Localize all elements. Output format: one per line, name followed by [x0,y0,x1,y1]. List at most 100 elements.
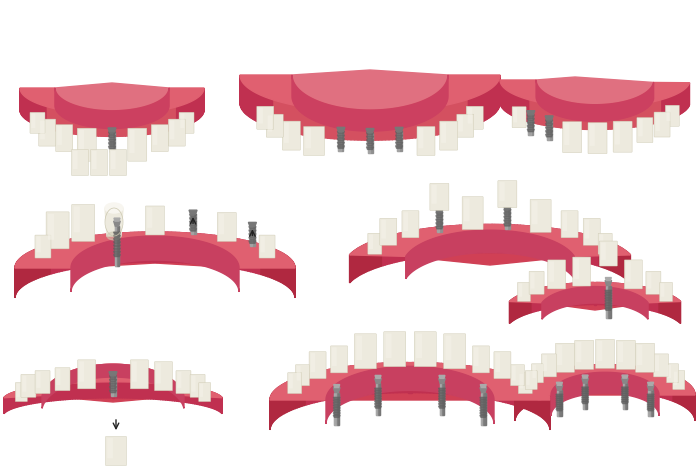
Polygon shape [547,104,550,126]
Polygon shape [491,225,495,253]
Polygon shape [481,393,483,425]
Polygon shape [366,128,374,133]
Polygon shape [483,393,486,425]
Polygon shape [52,108,55,131]
Polygon shape [333,388,340,393]
Polygon shape [546,391,547,422]
Polygon shape [106,382,109,398]
FancyBboxPatch shape [575,340,594,369]
FancyBboxPatch shape [21,375,36,397]
Polygon shape [165,109,167,132]
Polygon shape [230,238,233,268]
Polygon shape [616,365,618,391]
FancyBboxPatch shape [665,105,679,126]
Polygon shape [215,393,216,410]
FancyBboxPatch shape [259,235,275,258]
Polygon shape [568,283,570,306]
Polygon shape [354,365,358,396]
Polygon shape [577,107,580,129]
Polygon shape [352,251,354,280]
Polygon shape [104,382,106,398]
FancyBboxPatch shape [666,106,671,121]
FancyBboxPatch shape [130,360,148,389]
Polygon shape [109,387,116,389]
Polygon shape [73,383,75,399]
Polygon shape [511,93,512,115]
FancyBboxPatch shape [155,362,172,391]
Polygon shape [283,253,284,284]
Polygon shape [363,245,364,274]
Polygon shape [395,146,402,148]
Polygon shape [405,232,407,260]
Polygon shape [163,384,165,400]
Polygon shape [365,112,368,140]
Polygon shape [38,248,40,278]
Polygon shape [356,249,357,278]
Polygon shape [335,368,338,398]
Polygon shape [379,112,382,140]
FancyBboxPatch shape [519,374,524,389]
FancyBboxPatch shape [464,198,470,221]
Polygon shape [556,403,563,404]
Polygon shape [623,249,624,278]
Polygon shape [248,222,256,226]
Polygon shape [666,373,668,399]
Polygon shape [425,108,428,137]
Polygon shape [615,106,618,129]
Polygon shape [227,237,230,268]
Polygon shape [663,292,664,314]
Polygon shape [647,407,654,409]
Polygon shape [545,127,552,130]
Polygon shape [185,104,186,126]
FancyBboxPatch shape [618,342,623,362]
Polygon shape [606,285,610,318]
Polygon shape [594,365,596,391]
Polygon shape [108,139,116,142]
Polygon shape [108,135,116,138]
Polygon shape [643,368,645,394]
Polygon shape [374,403,382,405]
Polygon shape [568,106,570,128]
FancyBboxPatch shape [297,366,300,381]
Polygon shape [542,227,545,255]
Polygon shape [15,391,16,408]
Polygon shape [510,283,680,303]
Polygon shape [662,291,663,314]
FancyBboxPatch shape [36,372,41,388]
Polygon shape [559,106,561,127]
Polygon shape [508,373,511,404]
Polygon shape [344,367,348,397]
Polygon shape [37,387,38,403]
Polygon shape [276,101,279,129]
Polygon shape [503,205,512,209]
Polygon shape [661,371,663,398]
Polygon shape [137,113,139,135]
FancyBboxPatch shape [71,149,88,176]
Polygon shape [367,147,374,149]
Polygon shape [361,112,365,140]
FancyBboxPatch shape [496,353,500,372]
Polygon shape [576,366,578,392]
Polygon shape [361,365,365,395]
Polygon shape [56,384,58,400]
Polygon shape [272,248,274,279]
Polygon shape [284,103,286,132]
Polygon shape [511,299,512,322]
Polygon shape [597,238,599,266]
Polygon shape [239,239,242,270]
Polygon shape [674,95,676,117]
Polygon shape [333,415,340,417]
FancyBboxPatch shape [529,271,544,294]
Polygon shape [112,382,114,398]
Polygon shape [18,391,19,407]
FancyBboxPatch shape [73,151,78,169]
FancyBboxPatch shape [589,124,595,146]
Polygon shape [302,375,304,406]
Polygon shape [175,233,179,262]
Polygon shape [200,234,204,264]
Polygon shape [670,295,671,317]
Polygon shape [251,242,253,272]
Polygon shape [358,112,361,140]
Polygon shape [55,88,169,128]
Polygon shape [146,382,148,399]
